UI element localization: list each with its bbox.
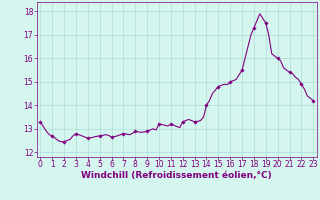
X-axis label: Windchill (Refroidissement éolien,°C): Windchill (Refroidissement éolien,°C) [81, 171, 272, 180]
